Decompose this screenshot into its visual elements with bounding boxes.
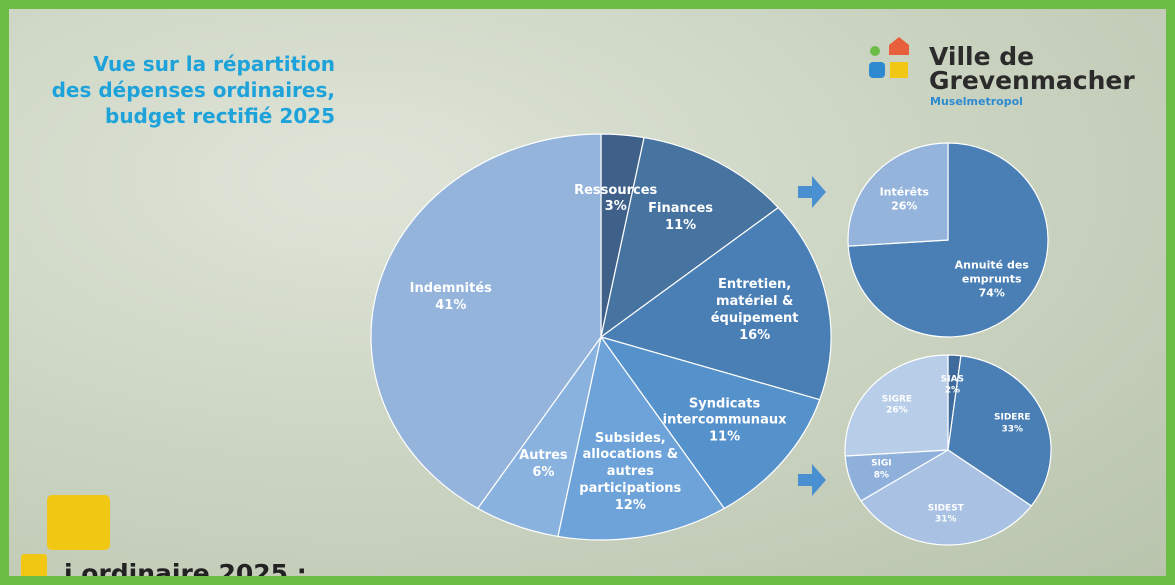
category-label: Ressources <box>574 182 658 198</box>
pie-slice <box>599 206 832 401</box>
value-label: 33% <box>1001 424 1024 435</box>
value-label: 31% <box>935 514 957 525</box>
slice-label: Autres 6% <box>476 448 611 482</box>
category-label: Syndicats intercommunaux <box>662 396 787 429</box>
value-label: 74% <box>978 286 1005 300</box>
title: Vue sur la répartition des dépenses ordi… <box>51 52 335 128</box>
arrow <box>798 464 826 496</box>
pie-slice <box>844 354 949 457</box>
logo: Ville de Grevenmacher <box>929 42 1135 95</box>
charts <box>21 37 1052 576</box>
pie-slice <box>860 449 1033 546</box>
category-label: SIAS <box>940 373 965 384</box>
category-label: SIDERE <box>994 412 1031 423</box>
category-label: Intérêts <box>879 185 929 199</box>
pie-slice <box>599 335 821 510</box>
value-label: 26% <box>891 200 918 214</box>
pie-slice <box>847 142 949 247</box>
category-label: Subsides, allocations & autres participa… <box>579 430 682 497</box>
slice-label: Finances 11% <box>613 201 748 235</box>
value-label: 3% <box>604 199 627 215</box>
slice-label: SIDERE 33% <box>982 413 1042 436</box>
category-label: Finances <box>648 201 714 217</box>
logo-tagline: Muselmetropol <box>930 95 1023 108</box>
slice-label: SIDEST 31% <box>916 503 976 526</box>
category-label: Indemnités <box>409 281 492 297</box>
slice-label: Annuité des emprunts 74% <box>947 258 1037 301</box>
arrow <box>798 176 826 208</box>
value-label: 6% <box>532 465 555 481</box>
slice-label: Indemnités 41% <box>383 282 518 316</box>
yellow-square <box>21 554 47 576</box>
category-label: Annuité des emprunts <box>954 258 1029 286</box>
slice-label: SIGRE 26% <box>867 394 927 417</box>
pie-slice <box>600 136 780 339</box>
value-label: 8% <box>873 469 890 480</box>
category-label: Autres <box>519 448 568 464</box>
category-label: SIGRE <box>881 394 913 405</box>
logo-icon <box>869 37 909 78</box>
slice-label: SIGI 8% <box>851 458 911 481</box>
footer-text: i ordinaire 2025 : <box>64 559 307 576</box>
category-label: SIGI <box>871 458 892 469</box>
slice-label: Intérêts 26% <box>859 186 949 215</box>
slice-label: Entretien, matériel & équipement 16% <box>687 277 822 345</box>
value-label: 12% <box>614 497 646 513</box>
value-label: 26% <box>886 405 908 416</box>
category-label: Entretien, matériel & équipement <box>710 277 799 327</box>
slide: Vue sur la répartition des dépenses ordi… <box>9 9 1166 576</box>
value-label: 16% <box>739 328 771 344</box>
value-label: 2% <box>944 385 961 396</box>
pie-slice <box>370 133 602 510</box>
value-label: 11% <box>665 218 697 234</box>
yellow-square <box>47 495 110 550</box>
slice-label: SIAS 2% <box>922 374 982 397</box>
value-label: 41% <box>435 298 467 314</box>
slice-label: Ressources 3% <box>548 183 683 217</box>
pie-slice <box>947 355 1052 507</box>
value-label: 11% <box>709 430 741 446</box>
slice-label: Syndicats intercommunaux 11% <box>657 396 792 447</box>
category-label: SIDEST <box>927 502 964 513</box>
slice-label: Subsides, allocations & autres participa… <box>563 430 698 514</box>
pie-slice <box>557 335 726 541</box>
